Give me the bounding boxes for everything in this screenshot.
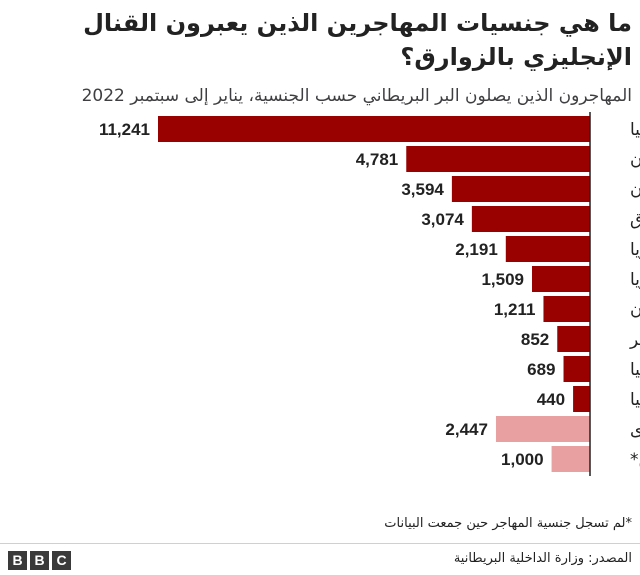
bar-1 (406, 146, 590, 172)
value-label-4: 2,191 (455, 240, 498, 259)
value-label-9: 440 (537, 390, 565, 409)
value-label-5: 1,509 (481, 270, 524, 289)
footnote: *لم تسجل جنسية المهاجر حين جمعت البيانات (384, 516, 632, 531)
bar-0 (158, 116, 590, 142)
category-label-2: إيران (630, 180, 640, 200)
value-label-1: 4,781 (356, 150, 399, 169)
value-label-7: 852 (521, 330, 549, 349)
category-label-7: مصر (629, 330, 640, 350)
bbc-logo: B B C (8, 551, 71, 570)
category-label-11: غير مسجلين* (630, 450, 640, 470)
category-label-8: تركيا (630, 360, 640, 380)
value-label-0: 11,241 (99, 120, 150, 139)
category-label-6: السودان (630, 300, 640, 320)
category-label-4: سوريا (630, 240, 640, 260)
bar-11 (551, 446, 590, 472)
bar-10 (495, 416, 590, 442)
category-label-1: أفغانستان (630, 148, 640, 170)
source-credit: المصدر: وزارة الداخلية البريطانية (453, 551, 632, 566)
chart-subtitle: المهاجرون الذين يصلون البر البريطاني حسب… (81, 86, 632, 106)
bar-8 (563, 356, 590, 382)
footer-divider (0, 543, 640, 544)
bar-4 (505, 236, 590, 262)
bar-5 (532, 266, 590, 292)
value-label-11: 1,000 (501, 450, 544, 469)
category-label-9: إثيوبيا (630, 390, 640, 410)
chart-title: ما هي جنسيات المهاجرين الذين يعبرون القن… (83, 9, 632, 71)
value-label-10: 2,447 (445, 420, 488, 439)
bar-3 (471, 206, 590, 232)
bbc-logo-letter-2: B (30, 551, 49, 570)
value-label-6: 1,211 (494, 300, 536, 319)
bar-chart: 11,241 ألبانيا 4,781 أفغانستان 3,594 إيران 3,0… (99, 112, 640, 476)
value-label-8: 689 (527, 360, 555, 379)
bar-6 (543, 296, 590, 322)
value-label-3: 3,074 (421, 210, 464, 229)
bar-9 (573, 386, 590, 412)
bbc-logo-letter-1: B (8, 551, 27, 570)
bar-7 (557, 326, 590, 352)
value-label-2: 3,594 (401, 180, 444, 199)
bar-2 (451, 176, 590, 202)
category-label-3: العراق (630, 210, 640, 230)
category-label-5: أريتريا (630, 268, 640, 290)
category-label-0: ألبانيا (630, 118, 640, 140)
category-label-10: جنسيات أخرى (630, 418, 640, 440)
bbc-logo-letter-3: C (52, 551, 71, 570)
